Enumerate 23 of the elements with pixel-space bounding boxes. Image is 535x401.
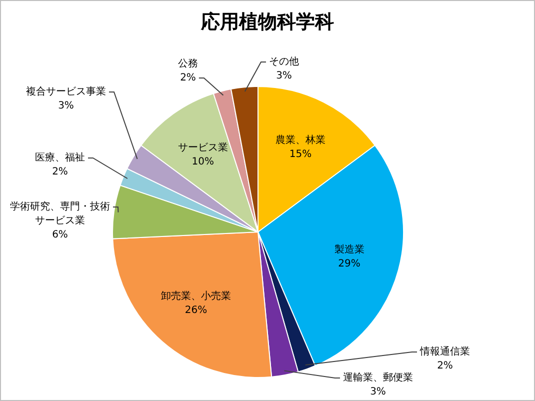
data-label: 2% xyxy=(180,72,196,84)
slice-label: 学術研究、専門・技術サービス業 xyxy=(10,200,110,227)
data-label: 3% xyxy=(58,100,74,112)
data-label: 2% xyxy=(52,166,68,178)
slice-label: 情報通信業 xyxy=(419,346,470,358)
slice-label: 複合サービス事業 xyxy=(26,86,106,98)
slice-label: 卸売業、小売業 xyxy=(160,290,231,302)
data-label: 29% xyxy=(338,258,360,270)
data-label: 3% xyxy=(276,70,292,82)
slice-label: 運輸業、郵便業 xyxy=(343,372,413,384)
data-label: 26% xyxy=(184,304,208,316)
slice-label: その他 xyxy=(269,56,299,68)
data-label: 10% xyxy=(192,156,214,168)
data-label: 3% xyxy=(370,386,386,398)
slice-label: 医療、福祉 xyxy=(35,152,85,164)
slice-label: 公務 xyxy=(178,58,198,70)
data-label: 2% xyxy=(437,360,453,372)
slice-label: 農業、林業 xyxy=(276,134,326,146)
slice-label: 製造業 xyxy=(334,243,364,256)
slice-label: サービス業 xyxy=(178,142,228,154)
data-label: 15% xyxy=(289,149,312,160)
data-label: 6% xyxy=(52,230,68,241)
chart-title: 応用植物科学科 xyxy=(200,10,335,35)
